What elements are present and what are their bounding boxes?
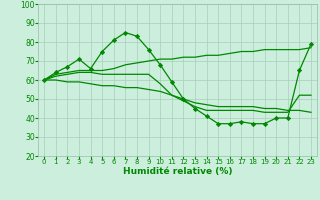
X-axis label: Humidité relative (%): Humidité relative (%) (123, 167, 232, 176)
